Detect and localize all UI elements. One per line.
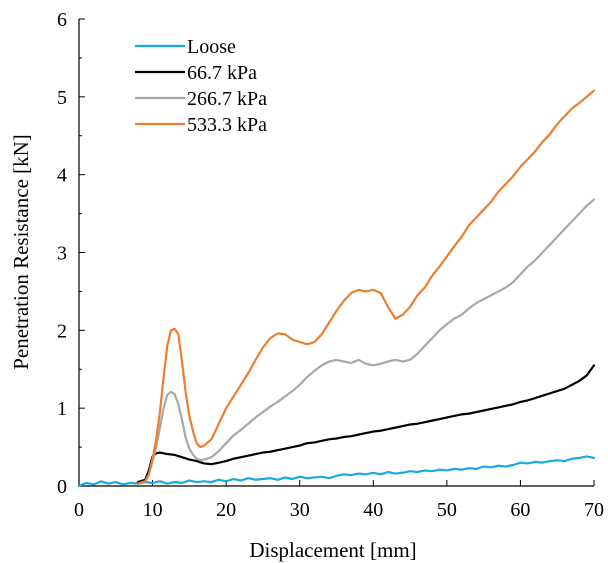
y-tick-label: 0 <box>57 476 67 498</box>
series-line-266-7-kpa <box>136 198 596 485</box>
x-tick-label: 40 <box>363 499 383 521</box>
x-ticks: 0 10 20 30 40 50 60 70 <box>74 480 604 521</box>
series-line-loose <box>77 455 596 488</box>
y-tick-label: 1 <box>57 398 67 420</box>
series-layer <box>77 89 596 488</box>
legend-label-533-3-kpa: 533.3 kPa <box>187 114 267 136</box>
x-tick-label: 20 <box>216 499 236 521</box>
y-axis-title: Penetration Resistance [kN] <box>9 134 33 370</box>
y-tick-label: 3 <box>57 243 67 265</box>
x-axis-title: Displacement [mm] <box>249 538 416 562</box>
x-tick-label: 70 <box>584 499 604 521</box>
y-ticks: 0 1 2 3 4 5 6 <box>57 9 85 498</box>
x-tick-label: 50 <box>437 499 457 521</box>
x-tick-label: 30 <box>290 499 310 521</box>
series-line-66-7-kpa <box>136 364 596 484</box>
x-tick-label: 10 <box>143 499 163 521</box>
legend-label-66-7-kpa: 66.7 kPa <box>187 62 257 84</box>
legend-label-loose: Loose <box>187 36 236 58</box>
x-tick-label: 60 <box>510 499 530 521</box>
x-tick-label: 0 <box>74 499 84 521</box>
y-tick-label: 2 <box>57 320 67 342</box>
y-tick-label: 6 <box>57 9 67 31</box>
y-tick-label: 4 <box>57 165 67 187</box>
legend-label-266-7-kpa: 266.7 kPa <box>187 88 267 110</box>
x-axis: 0 10 20 30 40 50 60 70 <box>74 480 604 521</box>
y-axis: 0 1 2 3 4 5 6 <box>57 9 85 498</box>
y-tick-label: 5 <box>57 87 67 109</box>
legend: Loose 66.7 kPa 266.7 kPa 533.3 kPa <box>135 36 267 136</box>
series-line-533-3-kpa <box>136 89 596 485</box>
